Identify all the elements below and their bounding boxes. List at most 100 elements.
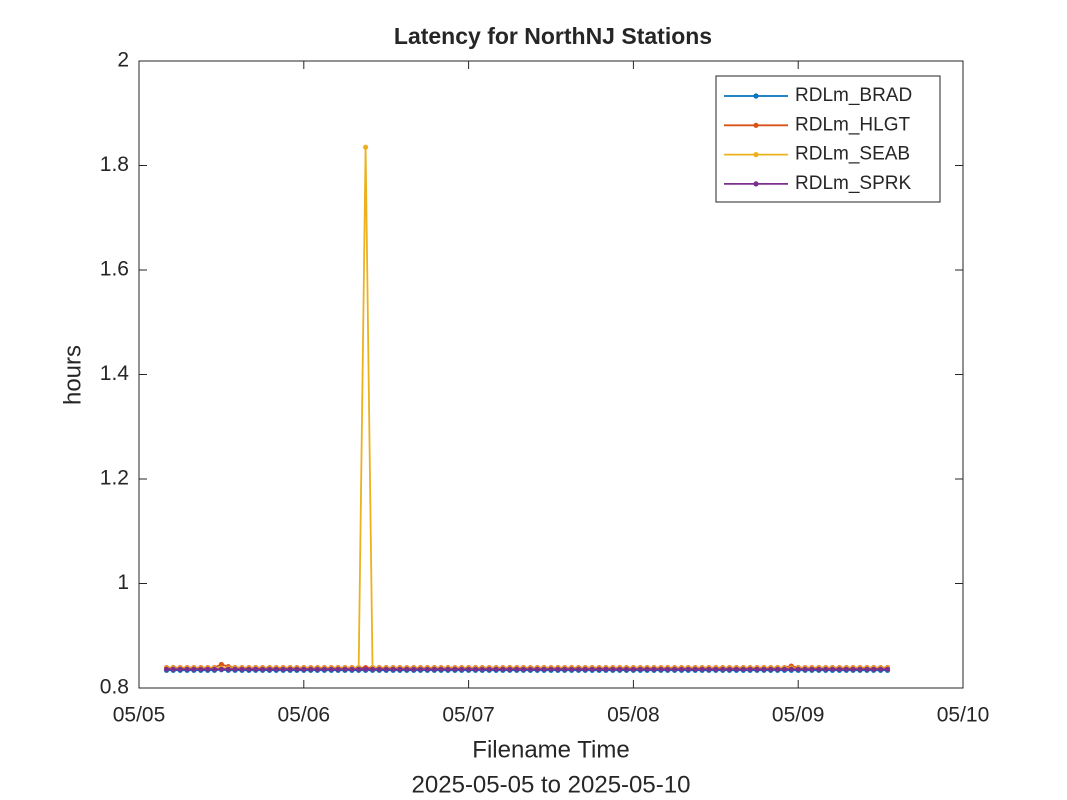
data-point — [520, 666, 527, 672]
legend-marker — [753, 181, 759, 187]
legend-marker — [753, 152, 759, 158]
data-point — [232, 666, 238, 672]
data-point — [672, 666, 678, 672]
x-tick-label: 05/06 — [278, 704, 331, 727]
data-point — [321, 666, 327, 672]
data-point — [850, 666, 856, 672]
data-point — [253, 666, 259, 672]
data-point — [459, 666, 465, 672]
data-point — [514, 666, 520, 672]
data-point — [411, 666, 417, 672]
data-point — [795, 666, 801, 672]
data-point — [417, 666, 424, 672]
data-point — [363, 666, 369, 672]
data-point — [486, 666, 492, 672]
x-tick-label: 05/10 — [937, 704, 990, 727]
y-axis-label: hours — [59, 345, 86, 405]
data-point — [754, 666, 760, 672]
legend-label: RDLm_BRAD — [795, 85, 912, 106]
data-point — [431, 666, 437, 672]
data-point — [726, 666, 733, 672]
data-point — [424, 666, 430, 672]
data-point — [843, 666, 849, 672]
data-point — [273, 666, 279, 672]
legend: RDLm_BRAD RDLm_HLGT RDLm_SEAB RDLm_SPRK — [715, 75, 941, 203]
data-point — [747, 666, 753, 672]
data-point — [706, 666, 712, 672]
data-point — [218, 666, 224, 672]
data-point — [534, 666, 540, 672]
data-point — [775, 666, 781, 672]
data-point — [802, 666, 808, 672]
data-point — [369, 666, 376, 672]
data-point — [685, 666, 691, 672]
y-tick-label: 1 — [117, 571, 129, 594]
data-point — [383, 666, 389, 672]
data-point — [630, 666, 637, 672]
data-point — [809, 666, 815, 672]
data-point — [500, 666, 506, 672]
data-point — [761, 666, 767, 672]
data-point — [569, 666, 575, 672]
legend-box — [715, 75, 941, 203]
data-point — [651, 666, 657, 672]
data-point — [733, 666, 740, 672]
data-point — [184, 666, 190, 672]
data-point — [623, 666, 630, 672]
series-line — [166, 147, 888, 670]
data-point — [864, 666, 870, 672]
data-point — [342, 666, 348, 672]
data-point — [740, 666, 746, 672]
data-point — [493, 666, 499, 672]
data-point — [871, 666, 877, 672]
data-point — [699, 666, 705, 672]
chart-title: Latency for NorthNJ Stations — [394, 23, 712, 49]
legend-label: RDLm_SPRK — [795, 173, 911, 194]
data-point — [713, 666, 719, 672]
data-point — [260, 666, 266, 672]
data-point — [218, 661, 224, 668]
data-point — [678, 666, 685, 672]
data-point — [363, 144, 369, 150]
data-point — [280, 666, 286, 672]
data-point — [548, 666, 554, 672]
data-point — [781, 666, 788, 672]
data-point — [857, 666, 863, 672]
legend-label: RDLm_HLGT — [795, 114, 910, 135]
data-point — [198, 666, 204, 672]
data-point — [884, 666, 891, 672]
data-point — [246, 666, 252, 672]
data-point — [390, 666, 396, 672]
data-point — [294, 666, 300, 672]
data-point — [349, 666, 355, 672]
data-point — [527, 666, 534, 672]
data-point — [177, 666, 183, 672]
data-point — [328, 666, 334, 672]
data-point — [211, 666, 218, 672]
y-tick-label: 0.8 — [100, 676, 129, 699]
data-point — [575, 666, 582, 672]
legend-marker — [753, 122, 759, 128]
data-point — [466, 666, 472, 672]
data-point — [692, 666, 698, 672]
data-point — [376, 666, 382, 672]
data-point — [356, 666, 362, 672]
data-point — [637, 666, 643, 672]
y-tick-label: 1.6 — [100, 258, 129, 281]
data-point — [438, 666, 444, 672]
data-point — [225, 666, 231, 672]
data-point — [287, 666, 293, 672]
data-point — [301, 666, 307, 672]
data-point — [335, 666, 341, 672]
data-point — [163, 666, 170, 672]
x-tick-label: 05/07 — [442, 704, 495, 727]
data-point — [205, 666, 211, 672]
data-point — [644, 666, 650, 672]
data-point — [610, 666, 616, 672]
y-tick-label: 1.4 — [100, 362, 130, 385]
data-point — [768, 666, 774, 672]
data-point — [308, 666, 314, 672]
data-point — [266, 666, 273, 672]
